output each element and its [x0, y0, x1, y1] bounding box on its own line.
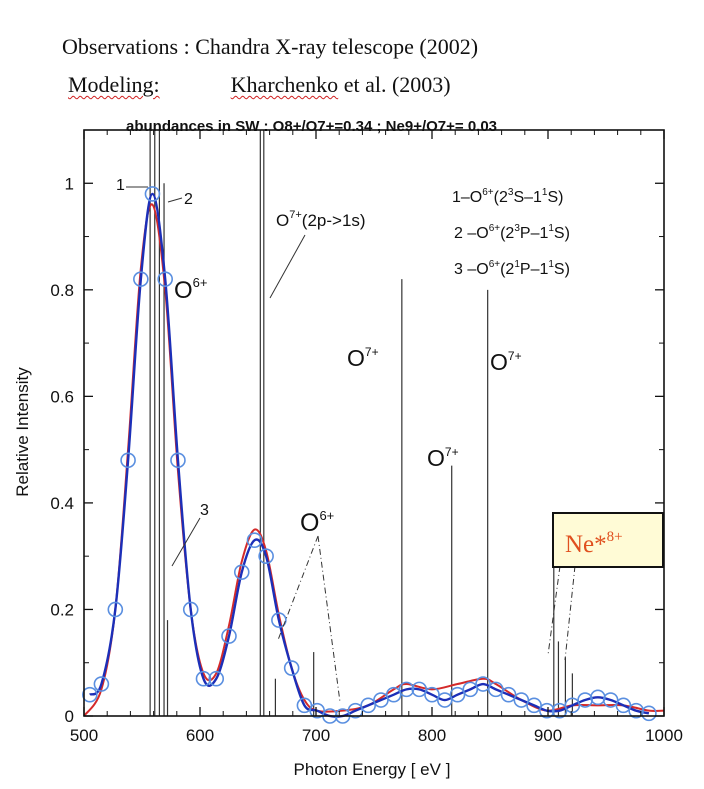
- data-point: [309, 702, 325, 719]
- y-tick-label: 1: [65, 174, 74, 193]
- data-point: [641, 705, 657, 722]
- data-point: [436, 692, 453, 708]
- data-point: [93, 676, 110, 692]
- data-point: [500, 686, 517, 703]
- annotation-2: 2: [184, 191, 193, 208]
- label-o7-b: O7+: [427, 445, 459, 471]
- data-point: [233, 564, 250, 580]
- plot-frame: [83, 129, 665, 717]
- data-point: [195, 670, 212, 687]
- annotation-3: 3: [200, 502, 209, 519]
- data-point: [271, 612, 287, 628]
- y-tick-label: 0.2: [50, 600, 74, 619]
- data-point: [157, 271, 173, 287]
- data-point: [283, 660, 300, 676]
- data-point: [487, 681, 504, 698]
- x-axis-label: Photon Energy [ eV ]: [294, 760, 451, 779]
- data-point: [170, 452, 186, 469]
- data-point: [360, 697, 377, 714]
- y-tick-label: 0.8: [50, 281, 74, 300]
- label-o6-main: O6+: [174, 275, 208, 304]
- label-o7-a: O7+: [347, 345, 379, 371]
- o6-mid-leader-1: [277, 535, 319, 641]
- y-tick-label: 0.4: [50, 494, 74, 513]
- header-modeling: Modeling: Kharchenko et al. (2003): [68, 72, 451, 98]
- data-point: [564, 697, 581, 714]
- annotation-3-leader: [171, 517, 201, 567]
- data-point: [258, 548, 274, 564]
- legend-transition-2: 2 –O6+(23P–11S): [454, 223, 570, 242]
- blue-observation-layer: [82, 186, 657, 724]
- data-point: [120, 452, 136, 469]
- ne-leader-2: [564, 565, 576, 661]
- annotation-1: 1: [116, 177, 125, 194]
- data-point: [602, 692, 619, 708]
- data-point: [449, 686, 466, 703]
- data-point: [615, 697, 632, 714]
- y-tick-label: 0: [65, 707, 74, 726]
- x-tick-label: 700: [302, 726, 330, 745]
- author-name: Kharchenko: [230, 72, 339, 97]
- label-o6-mid: O6+: [300, 508, 334, 537]
- data-point: [82, 686, 98, 703]
- data-point: [475, 676, 491, 692]
- data-point: [182, 601, 199, 618]
- o7-2p1s-leader: [269, 234, 306, 299]
- y-tick-label: 0.6: [50, 387, 74, 406]
- legend-transition-3: 3 –O6+(21P–11S): [454, 259, 570, 278]
- data-point: [551, 702, 568, 719]
- data-point: [424, 686, 440, 703]
- data-point: [107, 601, 124, 618]
- data-point: [385, 686, 402, 703]
- data-point: [526, 697, 542, 714]
- o6-mid-leader-2: [317, 535, 341, 703]
- label-o7-2p1s: O7+(2p->1s): [276, 209, 366, 230]
- data-point: [221, 628, 237, 644]
- label-o7-c: O7+: [490, 349, 522, 375]
- header-observations: Observations : Chandra X-ray telescope (…: [62, 34, 479, 59]
- x-tick-label: 900: [534, 726, 562, 745]
- data-point: [373, 692, 389, 708]
- ne-label-box: Ne*8+: [552, 512, 664, 568]
- ne-leader-1: [547, 565, 561, 656]
- legend-transition-1: 1–O6+(23S–11S): [452, 187, 563, 206]
- data-point: [539, 702, 555, 719]
- data-point: [347, 702, 364, 719]
- data-point: [208, 670, 225, 687]
- x-tick-label: 500: [70, 726, 98, 745]
- data-point: [144, 186, 161, 202]
- annotation-2-leader: [167, 197, 183, 203]
- x-tick-label: 600: [186, 726, 214, 745]
- data-point: [462, 681, 479, 698]
- data-point: [296, 697, 313, 714]
- data-point: [246, 532, 263, 549]
- data-point: [411, 681, 428, 698]
- x-tick-label: 800: [418, 726, 446, 745]
- x-tick-label: 1000: [645, 726, 683, 745]
- author-rest: et al. (2003): [343, 72, 451, 97]
- y-axis-label: Relative Intensity: [13, 367, 32, 497]
- data-point: [133, 271, 149, 287]
- modeling-label: Modeling:: [68, 72, 160, 97]
- ne-label: Ne*8+: [565, 529, 623, 558]
- data-point: [513, 692, 530, 708]
- data-point: [398, 681, 415, 698]
